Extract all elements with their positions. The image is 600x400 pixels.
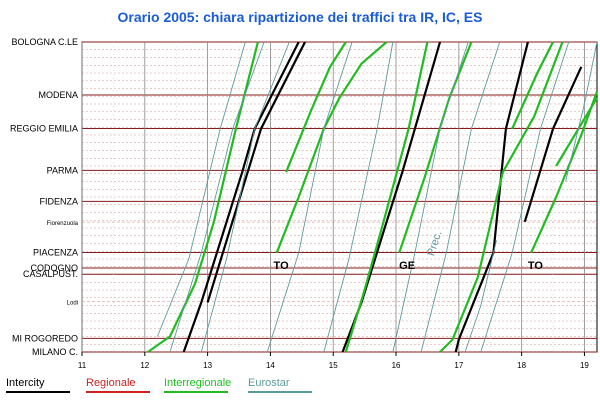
train-path bbox=[530, 91, 599, 254]
legend-label: Intercity bbox=[6, 377, 45, 389]
x-tick-label: 11 bbox=[78, 361, 87, 370]
train-path bbox=[555, 97, 598, 167]
station-label: CODOGNO bbox=[30, 263, 78, 273]
series-layer bbox=[147, 41, 599, 353]
x-tick-label: 19 bbox=[580, 361, 589, 370]
legend-label: Interregionale bbox=[164, 377, 231, 389]
train-path bbox=[266, 41, 353, 353]
train-path bbox=[398, 41, 473, 254]
legend: Intercity Regionale Interregionale Eurostar bbox=[6, 377, 312, 393]
annotation-label: TO bbox=[274, 260, 290, 272]
train-path bbox=[565, 41, 598, 182]
x-tick-label: 14 bbox=[266, 361, 275, 370]
train-path bbox=[480, 41, 570, 353]
x-tick-label: 12 bbox=[140, 361, 149, 370]
train-path bbox=[182, 41, 300, 353]
x-tick-label: 15 bbox=[329, 361, 338, 370]
x-tick-label: 16 bbox=[392, 361, 401, 370]
station-label: REGGIO EMILIA bbox=[10, 123, 78, 133]
train-path bbox=[200, 41, 290, 353]
station-labels: BOLOGNA C.LE MODENA REGGIO EMILIA PARMA FIDE… bbox=[10, 37, 79, 357]
legend-label: Regionale bbox=[86, 377, 136, 389]
train-path bbox=[420, 41, 501, 353]
x-tick-label: 13 bbox=[203, 361, 212, 370]
train-path bbox=[344, 41, 429, 353]
chart-title: Orario 2005: chiara ripartizione dei tra… bbox=[118, 9, 483, 25]
station-label: MILANO C. bbox=[32, 347, 78, 357]
station-label: MI ROGOREDO bbox=[12, 333, 78, 343]
station-label: Fiorenzuola bbox=[47, 221, 79, 227]
train-path bbox=[169, 41, 265, 353]
annotation-label: TO bbox=[528, 260, 544, 272]
legend-label: Eurostar bbox=[248, 377, 290, 389]
plot-area bbox=[81, 41, 598, 353]
annotation-label: Prec. bbox=[425, 229, 444, 257]
train-path bbox=[439, 41, 564, 353]
station-label: BOLOGNA C.LE bbox=[11, 37, 78, 47]
train-path bbox=[392, 41, 469, 353]
station-label: FIDENZA bbox=[39, 196, 78, 206]
x-axis-ticks: 11 12 13 14 15 16 17 18 19 bbox=[78, 352, 589, 370]
train-path bbox=[275, 41, 388, 254]
train-path bbox=[511, 41, 554, 130]
station-label: MODENA bbox=[38, 90, 78, 100]
station-label: PARMA bbox=[47, 165, 78, 175]
train-path bbox=[523, 66, 583, 223]
x-tick-label: 18 bbox=[517, 361, 526, 370]
annotation-label: GE bbox=[399, 260, 415, 272]
station-label: CASALPUST. bbox=[23, 269, 78, 279]
series-interregionale bbox=[147, 41, 599, 353]
train-path bbox=[147, 41, 259, 353]
train-path bbox=[464, 240, 497, 353]
train-path bbox=[156, 41, 246, 337]
series-eurostar bbox=[156, 41, 598, 353]
train-path bbox=[323, 41, 394, 353]
train-path bbox=[285, 41, 347, 173]
station-label: PIACENZA bbox=[33, 247, 78, 257]
x-tick-label: 17 bbox=[454, 361, 463, 370]
station-label: Lodi bbox=[67, 300, 78, 306]
train-path bbox=[206, 41, 306, 303]
